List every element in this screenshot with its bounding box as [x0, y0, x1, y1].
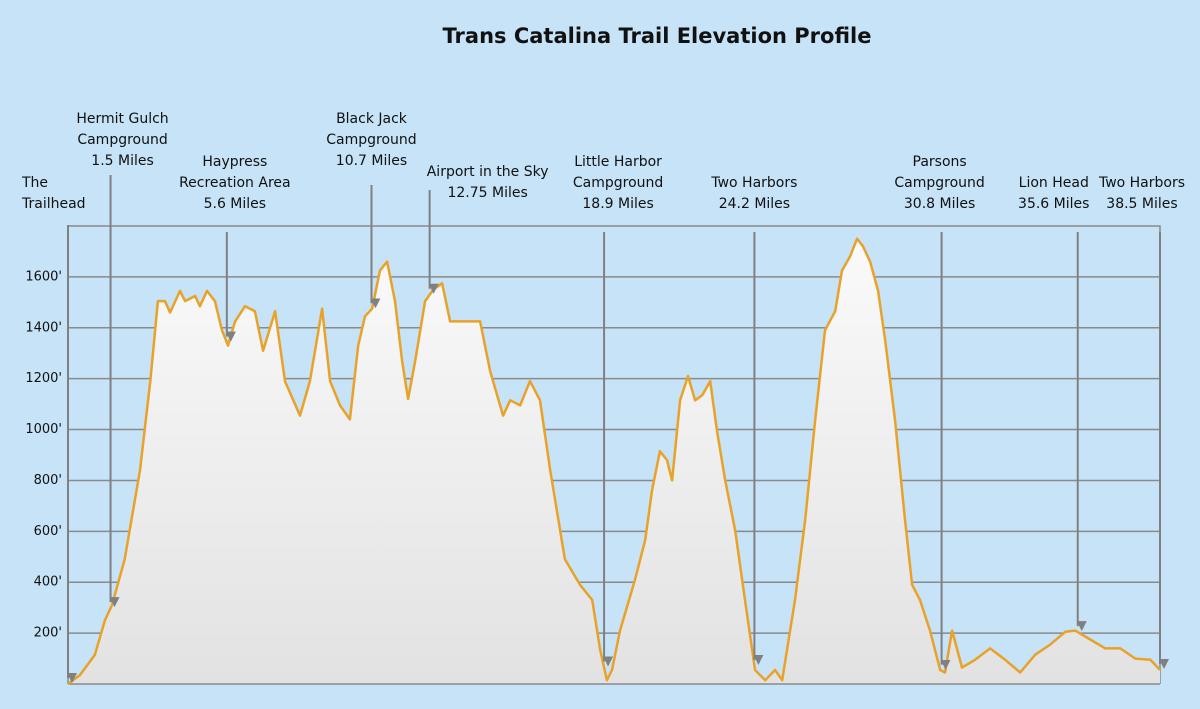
annotation-label: 5.6 Miles	[204, 196, 266, 212]
annotation-label: 10.7 Miles	[336, 153, 407, 169]
annotation-label: Airport in the Sky	[427, 164, 549, 180]
annotation-label: 1.5 Miles	[91, 153, 153, 169]
y-tick-label: 400'	[34, 575, 62, 590]
annotation-label: 30.8 Miles	[904, 196, 975, 212]
elevation-line	[67, 237, 1161, 686]
annotation-label: 12.75 Miles	[447, 185, 527, 201]
annotation-label: Two Harbors	[1098, 175, 1185, 191]
y-tick-label: 200'	[34, 626, 62, 641]
annotation-label: Hermit Gulch	[76, 111, 168, 127]
annotation-label: 24.2 Miles	[719, 196, 790, 212]
annotation-label: Little Harbor	[574, 154, 662, 170]
annotation-label: Campground	[326, 132, 416, 148]
annotation-label: 35.6 Miles	[1018, 196, 1089, 212]
annotation-label: Parsons	[913, 154, 967, 170]
annotation-label: Campground	[894, 175, 984, 191]
annotation-label: Two Harbors	[710, 175, 797, 191]
annotation-label: 18.9 Miles	[582, 196, 653, 212]
annotation-label: Black Jack	[336, 111, 408, 127]
annotation-label: Campground	[77, 132, 167, 148]
annotation-label: Trailhead	[21, 196, 86, 212]
chart-title: Trans Catalina Trail Elevation Profile	[443, 24, 872, 48]
y-tick-label: 1400'	[25, 320, 62, 335]
y-tick-label: 600'	[34, 524, 62, 539]
annotation-label: Haypress	[202, 154, 267, 170]
annotation-label: The	[21, 175, 48, 191]
y-tick-label: 1000'	[25, 422, 62, 437]
y-tick-label: 1200'	[25, 371, 62, 386]
annotation-label: Recreation Area	[179, 175, 291, 191]
annotation-label: 38.5 Miles	[1106, 196, 1177, 212]
area-fill	[68, 238, 1160, 684]
y-tick-label: 1600'	[25, 269, 62, 284]
annotation-label: Campground	[573, 175, 663, 191]
y-tick-label: 800'	[34, 473, 62, 488]
annotation-label: Lion Head	[1019, 175, 1089, 191]
